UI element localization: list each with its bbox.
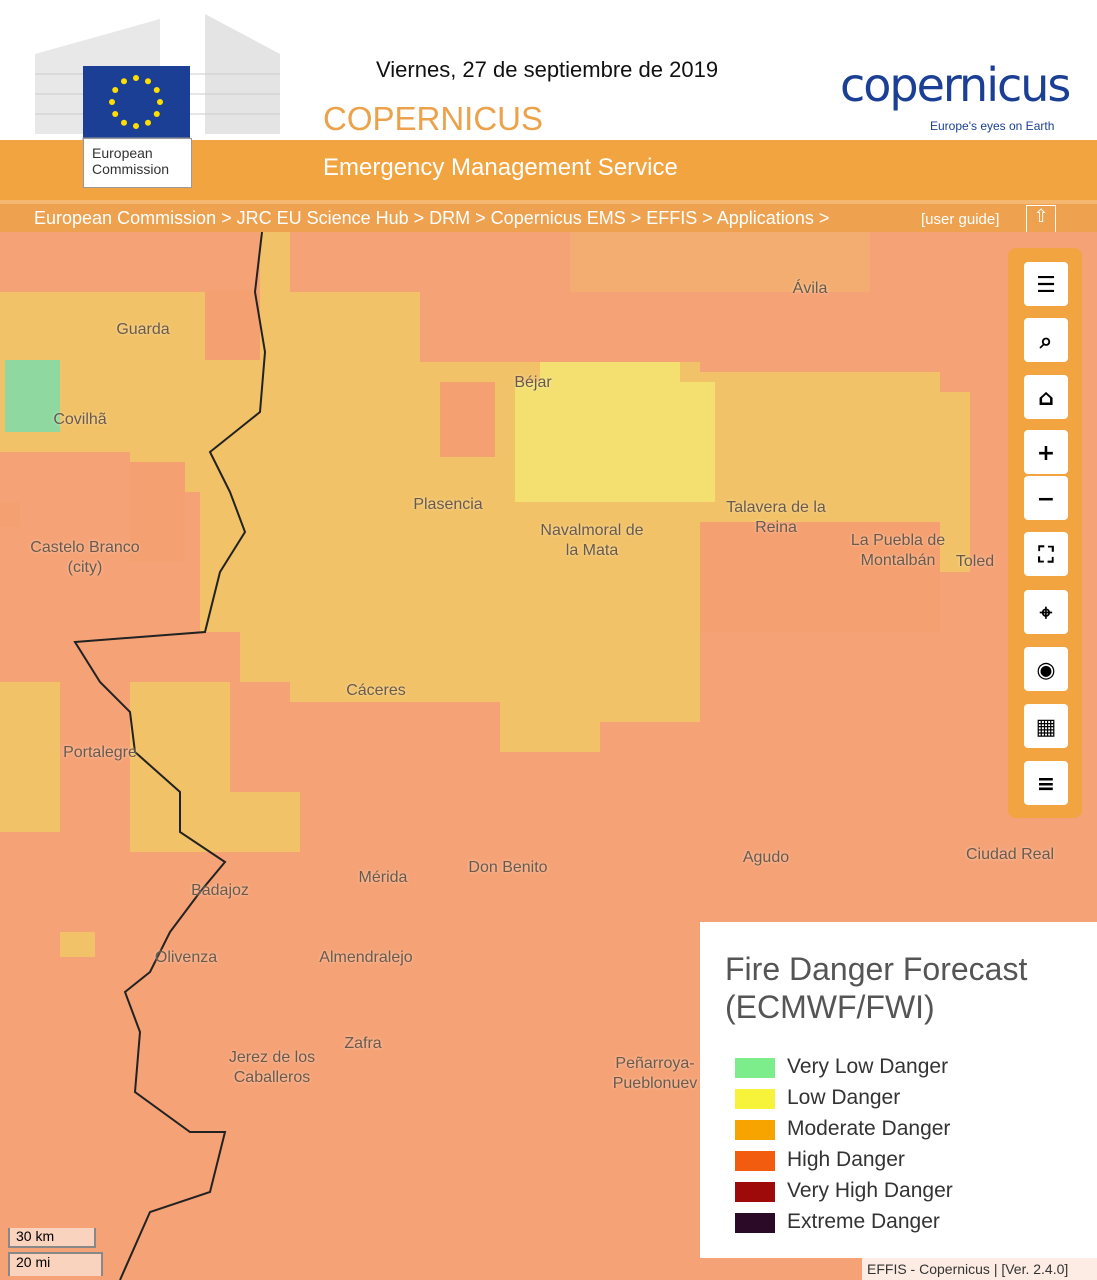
legend-label: Moderate Danger (787, 1117, 951, 1140)
breadcrumb[interactable]: European Commission > JRC EU Science Hub… (34, 208, 830, 228)
map-button[interactable]: ◉ (1024, 647, 1068, 691)
place-label: Mérida (358, 869, 408, 886)
map-button[interactable]: ⌖ (1024, 590, 1068, 634)
program: COPERNICUS (323, 100, 544, 137)
ec-logo-box: European Commission (83, 138, 192, 188)
legend-swatch (735, 1089, 775, 1109)
legend-label: Extreme Danger (787, 1210, 940, 1233)
copernicus-tagline: Europe's eyes on Earth (930, 119, 1055, 133)
place-label: Guarda (116, 321, 170, 338)
button-icon: + (1037, 441, 1055, 466)
map-button[interactable]: − (1024, 476, 1068, 520)
button-icon: − (1037, 487, 1055, 512)
button-icon: ⛶ (1037, 543, 1054, 568)
service: Emergency Management Service (323, 154, 678, 181)
legend-label: High Danger (787, 1148, 905, 1171)
map-button[interactable]: ☰ (1024, 262, 1068, 306)
svg-text:▦: ▦ (1036, 715, 1057, 740)
place-label: Ávila (792, 280, 828, 297)
place-label: Almendralejo (319, 949, 413, 966)
button-icon: ☰ (1036, 273, 1056, 298)
button-icon: ⌖ (1039, 601, 1053, 626)
place-label: Talavera de la Reina (726, 499, 826, 536)
place-label: Agudo (742, 849, 790, 866)
scale-km: 30 km (8, 1228, 96, 1248)
map-button[interactable]: ▦ (1024, 704, 1068, 748)
button-icon: ⌕ (1039, 329, 1052, 354)
place-label: Badajoz (191, 882, 249, 899)
date: Viernes, 27 de septiembre de 2019 (376, 57, 719, 82)
place-label: Jerez de los Caballeros (228, 1049, 316, 1086)
place-label: Portalegre (63, 744, 137, 761)
place-label: Béjar (514, 374, 552, 391)
attribution: EFFIS - Copernicus | [Ver. 2.4.0] (862, 1258, 1097, 1280)
place-label: Don Benito (468, 859, 548, 876)
map (0, 232, 1097, 1280)
svg-text:⌕: ⌕ (1039, 329, 1052, 354)
legend: Fire Danger Forecast (ECMWF/FWI) Very Lo… (700, 922, 1097, 1258)
legend-label: Very High Danger (787, 1179, 953, 1202)
place-label: Cáceres (346, 682, 406, 699)
legend-label: Low Danger (787, 1086, 901, 1109)
map-button[interactable]: + (1024, 430, 1068, 474)
button-icon: ≡ (1037, 772, 1055, 797)
place-label: Navalmoral de la Mata (540, 522, 644, 559)
place-label: Ciudad Real (965, 846, 1055, 863)
svg-text:+: + (1037, 441, 1055, 466)
ec-logo-text: European Commission (92, 145, 170, 177)
place-label: Covilhã (53, 411, 107, 428)
map-button[interactable]: ⛶ (1024, 532, 1068, 576)
user-guide[interactable]: [user guide] (921, 211, 1000, 228)
svg-text:⌖: ⌖ (1039, 601, 1053, 626)
legend-swatch (735, 1058, 775, 1078)
breadcrumb-bar: European Commission > JRC EU Science Hub… (0, 200, 1097, 233)
svg-text:◉: ◉ (1036, 658, 1055, 683)
legend-swatch (735, 1120, 775, 1140)
svg-text:⌂: ⌂ (1038, 386, 1054, 411)
place-label: Peñarroya-Pueblonuev (612, 1055, 698, 1092)
legend-swatch (735, 1182, 775, 1202)
place-label: La Puebla de Montalbán (850, 532, 946, 569)
svg-text:⛶: ⛶ (1037, 543, 1054, 568)
svg-text:−: − (1037, 487, 1055, 512)
copernicus-logo: copernicus (840, 58, 1071, 112)
place-label: Plasencia (413, 496, 483, 513)
header: Viernes, 27 de septiembre de 2019 COPERN… (0, 0, 1097, 187)
map-button[interactable]: ⌕ (1024, 318, 1068, 362)
legend-label: Very Low Danger (787, 1055, 949, 1078)
map-button[interactable]: ≡ (1024, 761, 1068, 805)
place-label: Olivenza (154, 949, 218, 966)
legend-swatch (735, 1213, 775, 1233)
scroll-top-button[interactable]: ⇧ (1026, 205, 1056, 233)
button-icon: ◉ (1036, 658, 1055, 683)
scale-mi: 20 mi (8, 1252, 103, 1276)
place-label: Zafra (344, 1035, 382, 1052)
place-label: Toled (955, 553, 995, 570)
place-label: Castelo Branco (city) (30, 539, 140, 576)
svg-text:≡: ≡ (1037, 772, 1055, 797)
button-icon: ▦ (1036, 715, 1057, 740)
button-icon: ⌂ (1038, 386, 1054, 411)
svg-text:☰: ☰ (1036, 273, 1056, 298)
legend-swatch (735, 1151, 775, 1171)
map-button[interactable]: ⌂ (1024, 375, 1068, 419)
legend-title: Fire Danger Forecast (ECMWF/FWI) (725, 951, 1028, 1025)
